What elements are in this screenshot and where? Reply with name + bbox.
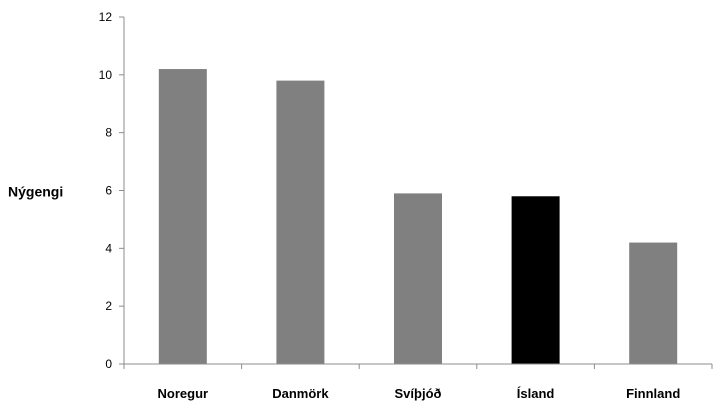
y-axis-tick-labels: 0 2 4 6 8 10 12 bbox=[99, 10, 113, 371]
x-tick-label: Danmörk bbox=[272, 386, 329, 401]
bar-finnland bbox=[629, 242, 678, 364]
y-tick-label: 6 bbox=[105, 184, 112, 198]
y-tick-label: 4 bbox=[105, 241, 112, 255]
bar-svíþjóð bbox=[394, 193, 442, 364]
x-tick-label: Ísland bbox=[517, 386, 555, 401]
y-tick-label: 10 bbox=[99, 68, 113, 82]
y-tick-label: 2 bbox=[105, 299, 112, 313]
bar-danmörk bbox=[276, 80, 325, 364]
bars bbox=[158, 69, 678, 365]
y-tick-label: 0 bbox=[105, 357, 112, 371]
x-tick-label: Finnland bbox=[626, 386, 680, 401]
y-tick-label: 8 bbox=[105, 126, 112, 140]
y-tick-label: 12 bbox=[99, 10, 113, 24]
y-axis-title: Nýgengi bbox=[8, 184, 63, 200]
bar-ísland bbox=[511, 196, 560, 364]
y-axis-ticks bbox=[119, 16, 713, 369]
x-axis-tick-labels: Noregur Danmörk Svíþjóð Ísland Finnland bbox=[158, 386, 681, 401]
x-tick-label: Noregur bbox=[158, 386, 209, 401]
x-tick-label: Svíþjóð bbox=[395, 386, 442, 401]
bar-noregur bbox=[158, 69, 207, 365]
